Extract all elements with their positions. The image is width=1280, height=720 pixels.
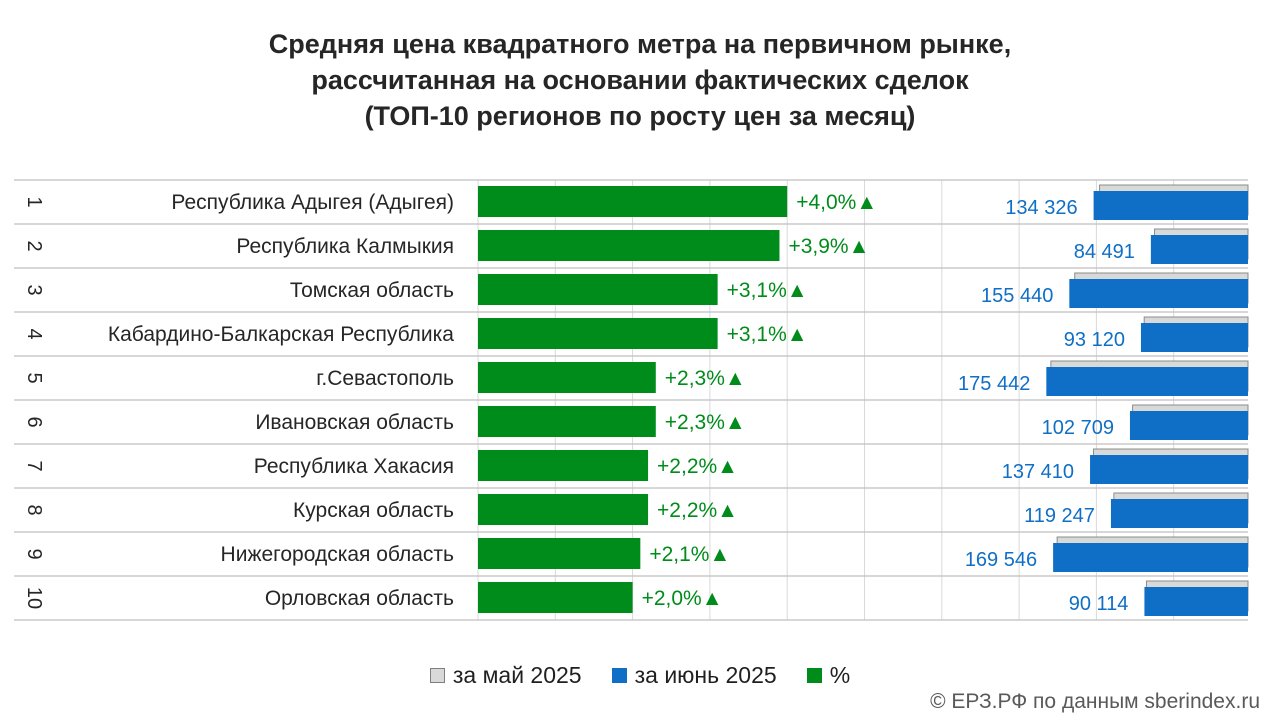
chart-title-line-3: (ТОП-10 регионов по росту цен за месяц) <box>364 101 916 131</box>
percent-data-label: +4,0%▲ <box>796 191 877 214</box>
percent-data-label: +2,1%▲ <box>649 543 730 566</box>
june-price-data-label: 84 491 <box>1074 241 1135 263</box>
percent-data-label: +2,3%▲ <box>665 367 746 390</box>
rank-label: 10 <box>23 587 45 609</box>
percent-bar <box>478 406 656 437</box>
legend-item-may: за май 2025 <box>429 662 582 689</box>
june-price-data-label: 175 442 <box>958 373 1030 395</box>
legend-label-percent: % <box>829 662 851 688</box>
june-price-data-label: 134 326 <box>1005 197 1077 219</box>
percent-bar <box>478 538 641 569</box>
rank-label: 3 <box>23 284 45 295</box>
june-price-data-label: 93 120 <box>1064 329 1125 351</box>
category-label: Кабардино-Балкарская Республика <box>108 323 454 346</box>
category-label: Республика Хакасия <box>254 455 454 478</box>
percent-bar <box>478 186 788 217</box>
rank-label: 6 <box>23 416 45 427</box>
percent-data-label: +3,9%▲ <box>788 235 869 258</box>
percent-bar <box>478 362 656 393</box>
june-price-bar <box>1150 235 1248 264</box>
chart-legend: за май 2025 за июнь 2025 % <box>0 662 1280 689</box>
june-price-bar <box>1110 499 1248 528</box>
legend-item-june: за июнь 2025 <box>611 662 777 689</box>
percent-data-label: +2,2%▲ <box>657 455 738 478</box>
june-price-data-label: 169 546 <box>965 549 1037 571</box>
category-label: Ивановская область <box>255 411 454 434</box>
legend-swatch-may <box>429 668 445 683</box>
chart-title-line-1: Средняя цена квадратного метра на первич… <box>268 29 1012 59</box>
percent-data-label: +2,3%▲ <box>665 411 746 434</box>
rank-label: 8 <box>23 504 45 515</box>
category-label: Республика Адыгея (Адыгея) <box>171 191 454 214</box>
rank-label: 5 <box>23 372 45 383</box>
rank-label: 2 <box>23 240 45 251</box>
percent-bar <box>478 230 780 261</box>
category-label: Томская область <box>290 279 454 302</box>
category-label: Нижегородская область <box>221 543 454 566</box>
june-price-data-label: 155 440 <box>981 285 1053 307</box>
legend-swatch-percent <box>806 668 822 683</box>
percent-bar <box>478 450 649 481</box>
percent-bar <box>478 582 633 613</box>
june-price-data-label: 137 410 <box>1002 461 1074 483</box>
rank-label: 4 <box>23 328 45 339</box>
category-label: Орловская область <box>265 587 454 610</box>
percent-bar <box>478 274 718 305</box>
june-price-data-label: 90 114 <box>1069 593 1129 615</box>
legend-item-percent: % <box>806 662 851 689</box>
source-credit: © ЕРЗ.РФ по данным sberindex.ru <box>930 690 1260 713</box>
june-price-bar <box>1144 587 1248 616</box>
rank-label: 1 <box>23 196 45 207</box>
percent-bar <box>478 318 718 349</box>
category-label: г.Севастополь <box>316 367 454 390</box>
rank-label: 9 <box>23 548 45 559</box>
june-price-data-label: 102 709 <box>1042 417 1114 439</box>
june-price-bar <box>1140 323 1248 352</box>
june-price-bar <box>1046 367 1248 396</box>
percent-data-label: +3,1%▲ <box>727 323 808 346</box>
rank-label: 7 <box>23 460 45 471</box>
legend-label-june: за июнь 2025 <box>634 662 777 688</box>
june-price-bar <box>1069 279 1248 308</box>
chart-title-line-2: рассчитанная на основании фактических сд… <box>311 65 969 95</box>
percent-bar <box>478 494 649 525</box>
category-label: Курская область <box>293 499 454 522</box>
june-price-bar <box>1090 455 1248 484</box>
percent-data-label: +2,2%▲ <box>657 499 738 522</box>
june-price-bar <box>1093 191 1248 220</box>
june-price-data-label: 119 247 <box>1024 505 1095 527</box>
june-price-bar <box>1129 411 1248 440</box>
category-label: Республика Калмыкия <box>236 235 454 258</box>
legend-swatch-june <box>611 668 627 683</box>
percent-data-label: +3,1%▲ <box>727 279 808 302</box>
legend-label-may: за май 2025 <box>452 662 582 688</box>
chart-title: Средняя цена квадратного метра на первич… <box>0 26 1280 134</box>
percent-data-label: +2,0%▲ <box>642 587 723 610</box>
june-price-bar <box>1053 543 1248 572</box>
